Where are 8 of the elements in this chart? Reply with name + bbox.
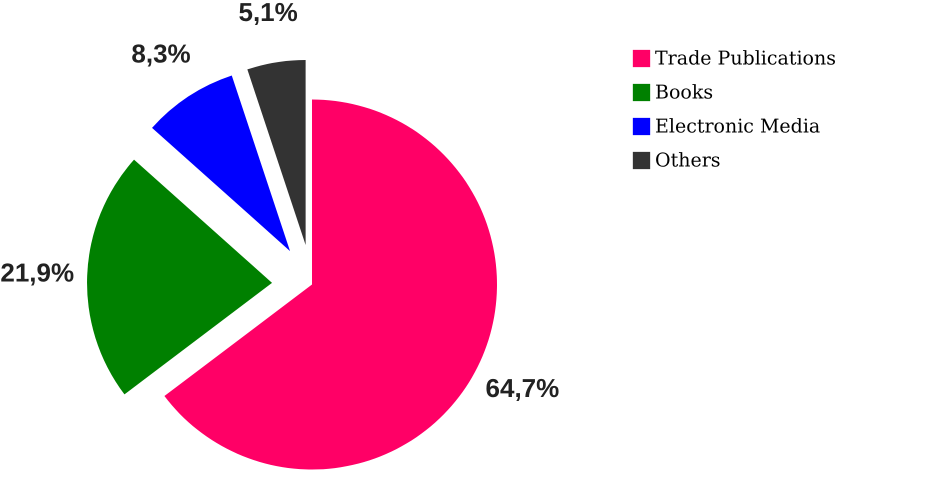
- legend-label: Others: [655, 150, 721, 172]
- legend-label: Books: [655, 82, 714, 104]
- legend-label: Trade Publications: [655, 48, 836, 70]
- data-label: 8,3%: [131, 38, 191, 69]
- data-label: 64,7%: [486, 373, 560, 404]
- legend-label: Electronic Media: [655, 116, 820, 138]
- data-label: 5,1%: [238, 0, 298, 28]
- data-label: 21,9%: [0, 257, 74, 288]
